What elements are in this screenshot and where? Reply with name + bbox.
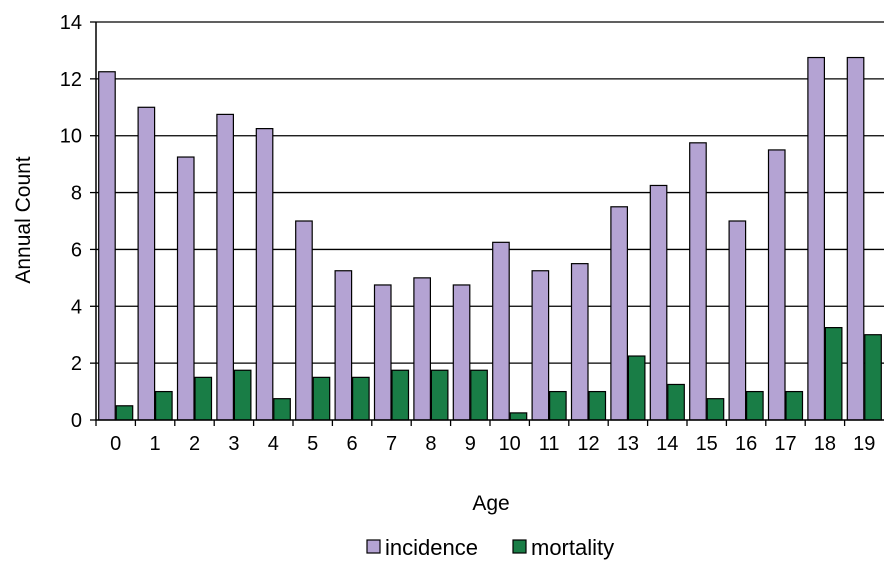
y-tick-label: 8 [71, 183, 82, 205]
x-tick-label: 2 [189, 433, 200, 455]
bar-mortality-3 [233, 369, 252, 421]
y-tick-label: 0 [71, 410, 82, 432]
x-tick-label: 11 [539, 433, 560, 455]
bar-incidence-1 [137, 106, 156, 421]
bar-incidence-16 [728, 220, 747, 421]
bar-mortality-7 [391, 369, 410, 421]
x-tick-label: 12 [577, 433, 599, 455]
bar-mortality-8 [430, 369, 449, 421]
gridlines [96, 21, 884, 364]
y-tick-label: 10 [60, 126, 82, 148]
legend: incidence mortality [366, 535, 614, 560]
bar-mortality-12 [588, 390, 607, 421]
bar-mortality-19 [864, 334, 882, 421]
x-tick-label: 10 [499, 433, 521, 455]
bar-mortality-11 [548, 390, 567, 421]
y-tick-label: 12 [60, 69, 82, 91]
x-tick-label: 3 [228, 433, 239, 455]
bar-incidence-10 [492, 241, 510, 421]
y-axis-label: Annual Count [12, 156, 35, 283]
x-tick-labels: 0 1 2 3 4 5 6 7 8 9 10 11 12 13 14 15 16 17 18 19 [110, 433, 875, 455]
x-tick-label: 8 [425, 433, 436, 455]
axes [90, 21, 884, 426]
bar-incidence-8 [413, 277, 431, 421]
y-tick-label: 14 [60, 12, 82, 34]
bar-mortality-16 [745, 390, 764, 421]
bar-incidence-5 [295, 220, 313, 421]
bar-mortality-14 [667, 383, 685, 421]
bar-incidence-2 [176, 156, 195, 421]
legend-swatch-incidence [366, 539, 381, 554]
y-tick-label: 2 [71, 353, 82, 375]
bar-mortality-5 [312, 376, 331, 421]
bar-mortality-1 [155, 390, 173, 421]
x-axis-label: Age [472, 492, 509, 515]
bar-mortality-4 [273, 398, 291, 421]
x-tick-label: 5 [307, 433, 318, 455]
bar-mortality-0 [115, 405, 134, 421]
bar-mortality-6 [352, 376, 370, 421]
bar-incidence-11 [531, 270, 550, 421]
bar-mortality-13 [627, 355, 646, 421]
bar-mortality-2 [194, 376, 213, 421]
bar-incidence-18 [807, 56, 826, 421]
x-tick-label: 4 [268, 433, 279, 455]
bar-mortality-18 [824, 327, 843, 421]
bar-mortality-15 [706, 398, 725, 421]
x-tick-label: 16 [735, 433, 757, 455]
x-tick-label: 17 [774, 433, 796, 455]
x-tick-label: 14 [656, 433, 678, 455]
legend-label-incidence: incidence [385, 535, 478, 560]
x-tick-label: 1 [150, 433, 161, 455]
bar-mortality-17 [785, 390, 804, 421]
legend-swatch-mortality [512, 539, 527, 554]
bar-mortality-9 [470, 369, 488, 421]
bar-incidence-13 [610, 206, 629, 421]
bar-incidence-6 [334, 270, 353, 421]
x-tick-label: 19 [853, 433, 875, 455]
x-tick-label: 6 [347, 433, 358, 455]
x-tick-label: 18 [814, 433, 836, 455]
bar-incidence-9 [452, 284, 471, 421]
bar-incidence-14 [649, 184, 668, 421]
bar-incidence-17 [767, 149, 786, 421]
y-tick-label: 4 [71, 296, 82, 318]
x-tick-label: 9 [465, 433, 476, 455]
bar-mortality-10 [509, 412, 528, 421]
bar-incidence-0 [98, 71, 116, 421]
y-tick-labels: 0 2 4 6 8 10 12 14 [60, 12, 82, 432]
x-tick-label: 7 [386, 433, 397, 455]
bar-incidence-3 [216, 113, 234, 421]
x-tick-label: 13 [617, 433, 639, 455]
bar-incidence-4 [255, 128, 274, 421]
x-tick-label: 0 [110, 433, 121, 455]
bar-incidence-7 [373, 284, 392, 421]
bars [98, 56, 882, 421]
legend-label-mortality: mortality [531, 535, 614, 560]
y-tick-label: 6 [71, 239, 82, 261]
bar-incidence-19 [846, 56, 865, 421]
x-tick-label: 15 [696, 433, 718, 455]
bar-incidence-15 [689, 142, 707, 421]
bar-incidence-12 [570, 263, 589, 421]
